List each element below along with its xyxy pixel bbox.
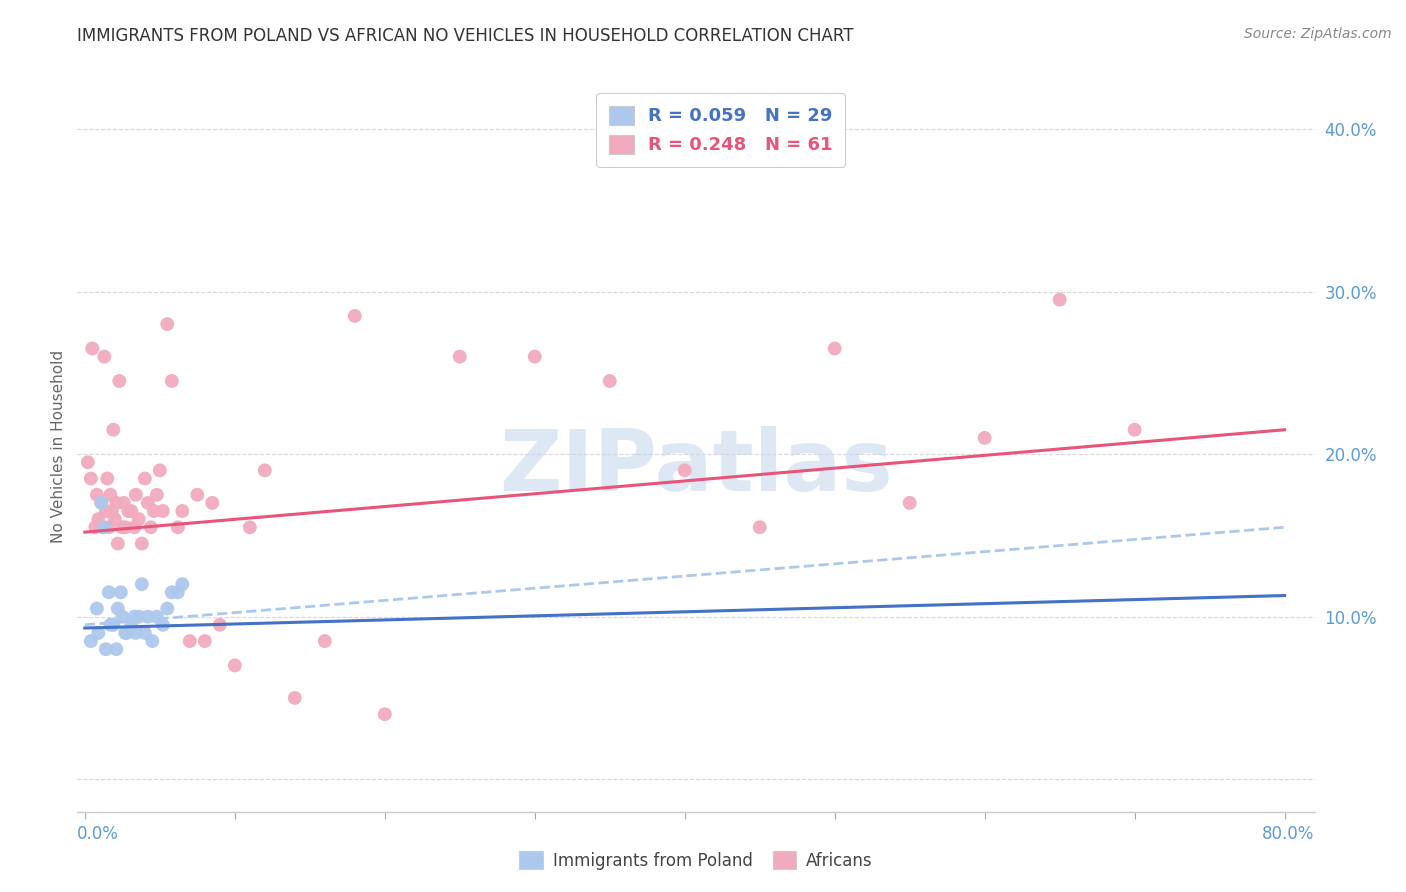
Point [152,617,174,632]
Point [108,374,131,388]
Point [224,658,246,673]
Point [91,520,114,534]
Point [172,577,194,591]
Point [97,520,120,534]
Point [1049,293,1071,307]
Point [1123,423,1146,437]
Point [172,504,194,518]
Point [87,512,110,526]
Point [80,634,103,648]
Point [152,504,174,518]
Point [156,317,179,331]
Point [343,309,366,323]
Point [156,601,179,615]
Point [748,520,770,534]
Point [673,463,696,477]
Point [124,520,146,534]
Point [131,536,153,550]
Point [124,609,146,624]
Point [125,626,148,640]
Point [149,463,172,477]
Point [824,342,846,356]
Point [114,626,136,640]
Point [166,585,188,599]
Point [94,642,117,657]
Point [86,488,108,502]
Point [97,585,120,599]
Point [111,520,134,534]
Point [120,617,142,632]
Point [90,496,112,510]
Point [125,488,148,502]
Point [131,577,153,591]
Point [110,585,132,599]
Point [136,609,159,624]
Point [107,536,129,550]
Point [201,496,224,510]
Point [93,350,115,364]
Point [314,634,336,648]
Point [87,626,110,640]
Point [112,496,135,510]
Text: 0.0%: 0.0% [77,825,120,843]
Point [128,609,150,624]
Point [103,423,125,437]
Point [105,642,128,657]
Point [599,374,621,388]
Point [128,512,150,526]
Point [117,504,139,518]
Legend: Immigrants from Poland, Africans: Immigrants from Poland, Africans [513,845,879,877]
Point [76,455,98,469]
Point [115,626,138,640]
Point [90,496,112,510]
Point [374,707,396,722]
Point [146,609,169,624]
Text: ZIPatlas: ZIPatlas [499,426,893,509]
Point [146,488,169,502]
Text: IMMIGRANTS FROM POLAND VS AFRICAN NO VEHICLES IN HOUSEHOLD CORRELATION CHART: IMMIGRANTS FROM POLAND VS AFRICAN NO VEH… [77,27,853,45]
Point [136,496,159,510]
Point [98,617,121,632]
Text: 80.0%: 80.0% [1263,825,1315,843]
Point [166,520,188,534]
Point [253,463,276,477]
Point [120,504,142,518]
Point [107,601,129,615]
Point [82,342,104,356]
Point [94,504,117,518]
Point [284,690,307,705]
Point [104,512,127,526]
Point [114,520,136,534]
Point [134,471,156,485]
Point [449,350,471,364]
Point [160,374,183,388]
Point [523,350,546,364]
Point [93,520,115,534]
Point [179,634,201,648]
Point [239,520,262,534]
Point [111,609,134,624]
Point [898,496,921,510]
Point [186,488,208,502]
Point [105,496,128,510]
Point [141,634,163,648]
Point [139,520,162,534]
Point [103,617,125,632]
Y-axis label: No Vehicles in Household: No Vehicles in Household [51,350,66,542]
Point [160,585,183,599]
Point [98,488,121,502]
Point [134,626,156,640]
Point [84,520,107,534]
Point [208,617,231,632]
Point [80,471,103,485]
Point [96,471,118,485]
Point [86,601,108,615]
Point [142,504,165,518]
Point [101,504,124,518]
Point [194,634,217,648]
Text: Source: ZipAtlas.com: Source: ZipAtlas.com [1244,27,1392,41]
Point [973,431,995,445]
